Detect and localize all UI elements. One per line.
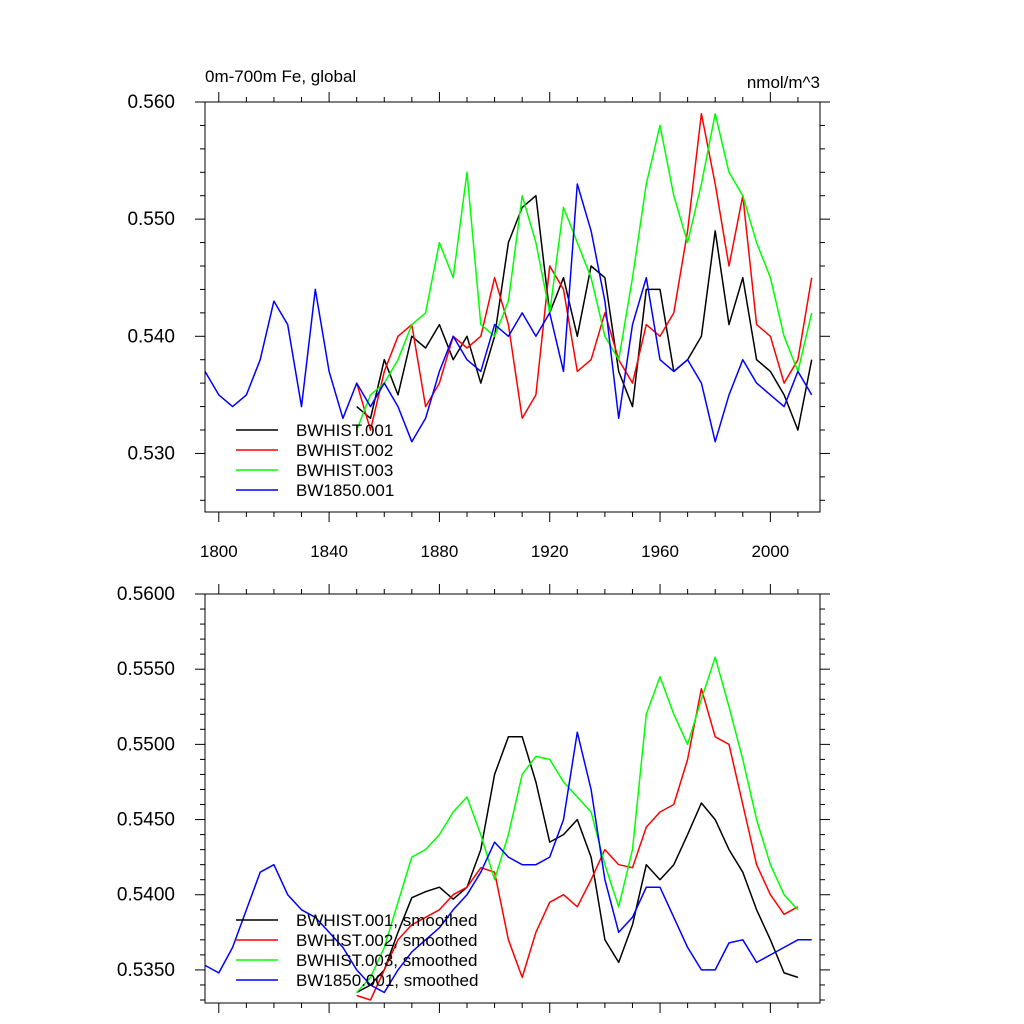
top-panel: 0m-700m Fe, global nmol/m^3 1800 1840 1880… [127,67,830,561]
y-tick-label-0-2: 0.550 [127,209,175,230]
plot-frame-0 [204,101,821,513]
legend-label-0-2: BWHIST.003 [296,461,393,480]
bottom-panel: 0.5350 0.5400 0.5450 0.5500 0.5550 0.5600 BWHI… [117,584,830,1013]
series-line-1-3 [204,731,812,994]
legend-label-1-0: BWHIST.001, smoothed [296,911,477,930]
series-line-0-0 [356,194,813,431]
series-line-1-1 [356,687,799,1001]
y-tick-label-1-4: 0.5550 [117,659,175,680]
series-line-0-3 [204,183,813,443]
y-tick-label-1-3: 0.5500 [117,734,175,755]
x-tick-label-0-5: 2000 [751,542,789,561]
x-tick-label-0-0: 1800 [200,542,238,561]
series-line-1-2 [356,656,799,994]
y-tick-label-1-0: 0.5350 [117,960,175,981]
legend-label-1-3: BW1850.001, smoothed [296,971,478,990]
y-tick-label-1-5: 0.5600 [117,584,175,605]
series-line-0-1 [355,112,813,431]
top-panel-units: nmol/m^3 [747,73,820,92]
y-tick-label-0-0: 0.530 [127,443,175,464]
y-tick-label-0-3: 0.560 [127,92,175,113]
x-tick-label-0-1: 1840 [310,542,348,561]
series-line-1-0 [356,736,799,994]
y-tick-label-0-1: 0.540 [127,326,175,347]
x-tick-label-0-2: 1880 [421,542,459,561]
top-panel-title: 0m-700m Fe, global [205,67,356,86]
legend-label-1-2: BWHIST.003, smoothed [296,951,477,970]
x-tick-label-0-4: 1960 [641,542,679,561]
y-tick-label-1-2: 0.5450 [117,810,175,831]
legend-label-0-3: BW1850.001 [296,481,394,500]
y-tick-label-1-1: 0.5400 [117,885,175,906]
legend-label-0-1: BWHIST.002 [296,441,393,460]
plot-frame-1 [204,593,821,1004]
x-tick-label-0-3: 1920 [531,542,569,561]
legend-label-1-1: BWHIST.002, smoothed [296,931,477,950]
series-line-0-2 [356,112,813,431]
legend-label-0-0: BWHIST.001 [296,421,393,440]
